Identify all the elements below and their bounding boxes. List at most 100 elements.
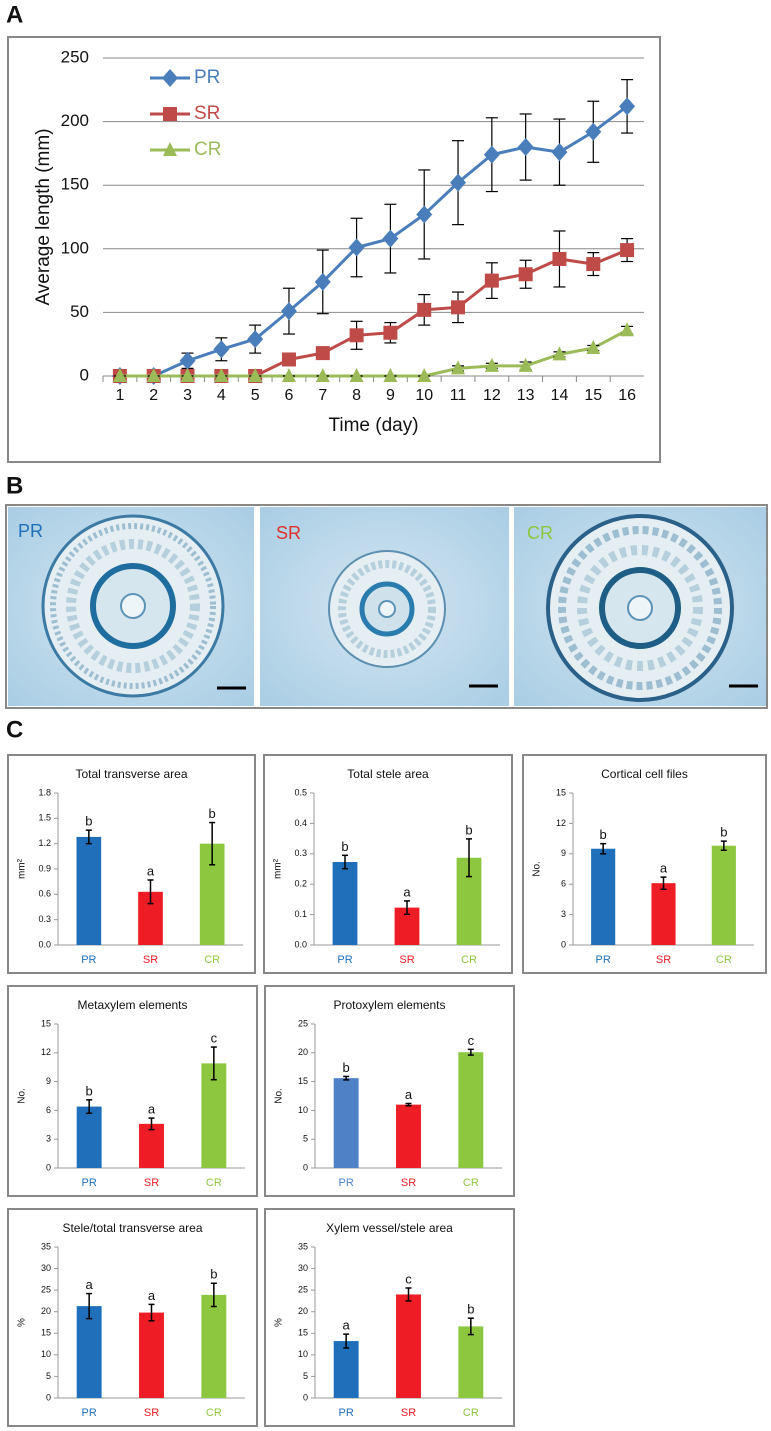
significance-letter: b	[600, 827, 607, 842]
y-tick-label: 3	[46, 1134, 51, 1144]
panel-label: C	[6, 716, 23, 743]
x-tick-label: 8	[352, 387, 361, 404]
marker	[383, 325, 398, 340]
x-tick-label: SR	[401, 1407, 416, 1419]
marker	[417, 302, 432, 317]
marker	[314, 272, 331, 291]
marker	[348, 238, 365, 257]
y-tick-label: 5	[303, 1371, 308, 1381]
y-tick-label: 10	[41, 1349, 51, 1359]
error-bar	[210, 1282, 217, 1308]
error-bar	[148, 1303, 155, 1322]
marker	[179, 351, 196, 370]
y-tick-label: 0.0	[38, 939, 51, 949]
marker	[517, 138, 534, 157]
marker	[552, 251, 567, 266]
error-bar	[466, 838, 472, 878]
x-tick-label: 1	[115, 387, 124, 404]
y-tick-label: 0	[80, 365, 89, 384]
y-tick-label: 5	[303, 1134, 308, 1144]
y-tick-label: 0.3	[38, 914, 51, 924]
y-tick-label: 0	[46, 1162, 51, 1172]
marker	[281, 352, 296, 367]
marker	[619, 97, 636, 116]
y-tick-label: 0	[46, 1392, 51, 1402]
x-tick-label: SR	[144, 1407, 159, 1419]
marker	[620, 322, 635, 337]
panel-label: B	[6, 472, 23, 499]
marker	[585, 122, 602, 141]
bar	[458, 1052, 484, 1168]
x-tick-label: PR	[339, 1407, 354, 1419]
y-axis-title: %	[274, 1318, 285, 1327]
panel-frame	[5, 504, 768, 709]
significance-letter: b	[341, 839, 348, 854]
marker	[483, 145, 500, 164]
marker	[417, 368, 432, 382]
marker	[214, 368, 229, 382]
y-axis-title: Average length (mm)	[33, 128, 54, 305]
marker	[484, 357, 499, 372]
y-tick-label: 20	[298, 1047, 308, 1057]
significance-letter: b	[86, 1083, 93, 1098]
micrograph: SR	[260, 507, 509, 706]
bar	[201, 1294, 227, 1398]
significance-letter: b	[209, 806, 216, 821]
y-tick-label: 15	[298, 1328, 308, 1338]
bar	[76, 1106, 102, 1168]
x-tick-label: PR	[339, 1177, 354, 1189]
y-tick-label: 0.2	[294, 879, 307, 889]
marker	[620, 243, 635, 258]
x-tick-label: 3	[183, 387, 192, 404]
y-tick-label: 9	[561, 848, 566, 858]
chart-title: Cortical cell files	[601, 767, 688, 781]
marker	[382, 229, 399, 248]
y-tick-label: 5	[46, 1371, 51, 1381]
error-bar	[86, 1292, 93, 1320]
error-bar	[720, 840, 727, 852]
x-tick-label: CR	[463, 1177, 479, 1189]
error-bar	[467, 1048, 474, 1056]
x-tick-label: CR	[206, 1177, 222, 1189]
y-axis-title: %	[17, 1318, 28, 1327]
y-tick-label: 15	[556, 787, 566, 797]
bar	[333, 1078, 359, 1168]
marker	[213, 340, 230, 359]
y-axis-title: No.	[274, 1088, 285, 1104]
significance-letter: a	[660, 861, 668, 876]
chart-title: Metaxylem elements	[77, 998, 187, 1012]
marker	[586, 340, 601, 355]
significance-letter: c	[211, 1030, 218, 1045]
marker	[552, 346, 567, 361]
marker	[163, 142, 177, 156]
marker	[349, 328, 364, 343]
y-tick-label: 0.0	[294, 939, 307, 949]
x-tick-label: 4	[217, 387, 226, 404]
error-bar	[660, 876, 667, 891]
y-tick-label: 30	[298, 1263, 308, 1273]
error-bar	[342, 854, 348, 870]
x-tick-label: 7	[318, 387, 327, 404]
y-tick-label: 50	[70, 302, 89, 321]
significance-letter: a	[403, 884, 411, 899]
y-tick-label: 35	[41, 1241, 51, 1251]
significance-letter: a	[343, 1318, 351, 1333]
y-tick-label: 0	[303, 1162, 308, 1172]
bar	[396, 1104, 421, 1168]
marker	[450, 173, 467, 192]
x-tick-label: PR	[81, 954, 96, 966]
marker	[281, 368, 296, 382]
x-tick-label: SR	[656, 954, 671, 966]
y-tick-label: 25	[298, 1285, 308, 1295]
series-line	[119, 105, 628, 378]
legend-label: CR	[194, 139, 221, 160]
bar	[591, 848, 616, 945]
micrograph: PR	[8, 507, 254, 706]
marker	[518, 357, 533, 372]
x-tick-label: CR	[204, 954, 220, 966]
bar	[332, 862, 358, 945]
y-tick-label: 20	[298, 1306, 308, 1316]
marker	[551, 143, 568, 162]
micrograph: CR	[514, 507, 766, 706]
y-tick-label: 1.8	[38, 787, 51, 797]
